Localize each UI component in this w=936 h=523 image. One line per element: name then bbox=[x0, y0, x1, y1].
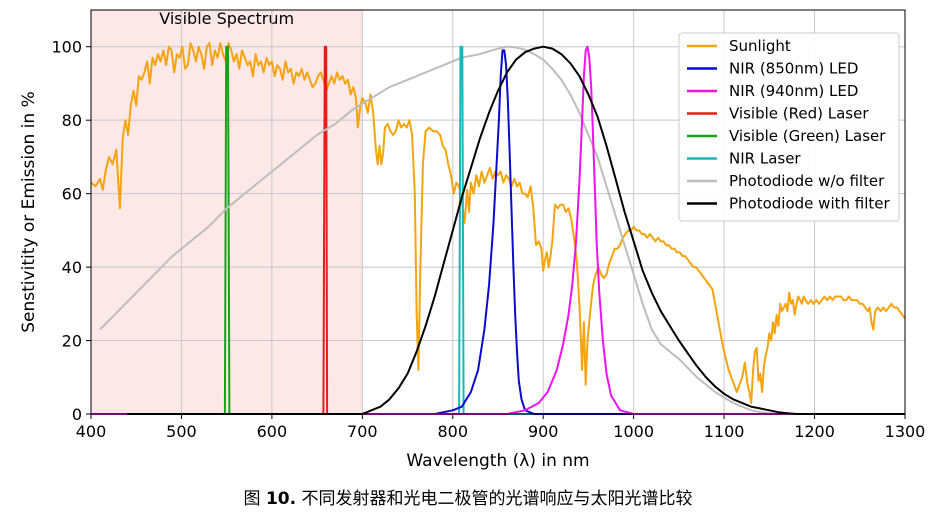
x-axis-label: Wavelength (λ) in nm bbox=[406, 451, 589, 471]
caption-prefix: 图 bbox=[243, 489, 261, 509]
y-tick-label: 20 bbox=[62, 332, 82, 351]
legend-label-nir-940nm-led: NIR (940nm) LED bbox=[729, 82, 858, 100]
series-line-sunlight bbox=[90, 42, 906, 404]
y-tick-label: 60 bbox=[62, 185, 82, 204]
x-axis-ticks: 400 500 600 700 800 900 1000 1100 1200 1300 bbox=[76, 414, 926, 441]
legend-label-nir-laser: NIR Laser bbox=[729, 150, 801, 168]
x-tick-label: 800 bbox=[438, 422, 469, 441]
y-tick-label: 40 bbox=[62, 258, 82, 277]
x-tick-label: 900 bbox=[528, 422, 559, 441]
legend-label-sunlight: Sunlight bbox=[729, 37, 791, 55]
y-tick-label: 80 bbox=[62, 111, 82, 130]
plot-frame bbox=[90, 9, 906, 415]
x-tick-label: 400 bbox=[76, 422, 107, 441]
y-axis-label: Senstivitity or Emission in % bbox=[19, 91, 39, 332]
x-tick-label: 1200 bbox=[794, 422, 835, 441]
legend-label-visible-red-laser: Visible (Red) Laser bbox=[729, 105, 869, 123]
series-line-nir-850nm-led bbox=[91, 49, 905, 415]
legend: Sunlight NIR (850nm) LED NIR (940nm) LED Vi… bbox=[678, 32, 900, 222]
y-tick-label: 100 bbox=[51, 38, 82, 57]
y-axis-ticks: 0 20 40 60 80 100 bbox=[51, 38, 91, 424]
series-line-photodiode-w-o-filter bbox=[99, 45, 779, 415]
visible-spectrum-label: Visible Spectrum bbox=[159, 9, 294, 28]
legend-label-photodiode-with-filter: Photodiode with filter bbox=[729, 195, 890, 213]
legend-box bbox=[678, 32, 900, 222]
series-line-photodiode-with-filter bbox=[127, 45, 905, 415]
x-tick-label: 500 bbox=[166, 422, 197, 441]
caption-text: 不同发射器和光电二极管的光谱响应与太阳光谱比较 bbox=[301, 489, 693, 509]
y-tick-label: 0 bbox=[72, 405, 82, 424]
legend-label-nir-850nm-led: NIR (850nm) LED bbox=[729, 60, 858, 78]
x-tick-label: 1100 bbox=[704, 422, 745, 441]
figure-caption: 图 10. 不同发射器和光电二极管的光谱响应与太阳光谱比较 bbox=[0, 484, 936, 509]
spectral-chart: Visible Spectrum 400 500 600 700 800 900 1000 1… bbox=[19, 9, 926, 471]
x-tick-label: 1000 bbox=[613, 422, 654, 441]
x-tick-label: 700 bbox=[347, 422, 378, 441]
x-tick-label: 600 bbox=[257, 422, 288, 441]
series-line-nir-940nm-led bbox=[91, 45, 905, 415]
x-tick-label: 1300 bbox=[885, 422, 926, 441]
legend-label-visible-green-laser: Visible (Green) Laser bbox=[729, 127, 886, 145]
legend-label-photodiode-w-o-filter: Photodiode w/o filter bbox=[729, 172, 885, 190]
caption-number: 10. bbox=[265, 489, 297, 509]
